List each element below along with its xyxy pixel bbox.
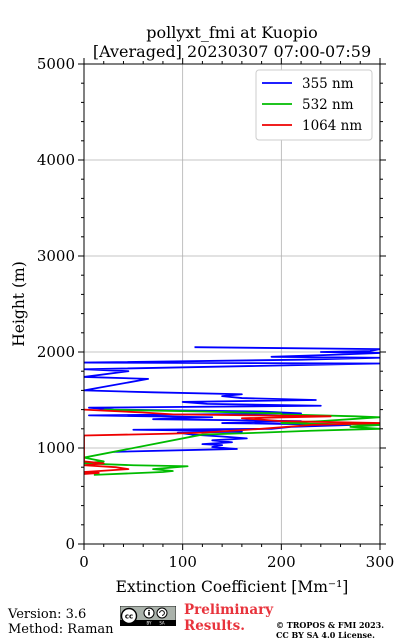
legend-box — [255, 69, 373, 141]
svg-text:cc: cc — [125, 613, 133, 621]
y-tick-label: 4000 — [37, 151, 75, 169]
series-line-355-nm — [84, 346, 380, 453]
x-tick-label: 200 — [267, 553, 296, 571]
legend-label: 355 nm — [302, 76, 354, 92]
x-tick-label: 300 — [366, 553, 395, 571]
y-axis-label: Height (m) — [10, 261, 28, 347]
chart-title-line2: [Averaged] 20230307 07:00-07:59 — [92, 42, 372, 61]
license-line2: CC BY SA 4.0 License. — [276, 630, 375, 640]
x-tick-label: 0 — [79, 553, 89, 571]
y-tick-label: 3000 — [37, 247, 75, 265]
y-tick-label: 0 — [65, 535, 75, 553]
legend: 355 nm 532 nm 1064 nm — [255, 69, 373, 141]
y-tick-label: 1000 — [37, 439, 75, 457]
version-text: Version: 3.6 — [8, 607, 87, 622]
preliminary-notice: Preliminary Results. — [184, 602, 273, 634]
svg-text:SA: SA — [159, 621, 165, 626]
chart-title-line1: pollyxt_fmi at Kuopio — [146, 23, 318, 42]
license-line1: © TROPOS & FMI 2023. — [276, 620, 385, 630]
method-text: Method: Raman — [8, 622, 114, 637]
series-line-1064-nm — [84, 408, 380, 475]
x-axis-label: Extinction Coefficient [Mm⁻¹] — [116, 578, 349, 596]
preliminary-line1: Preliminary — [184, 602, 274, 618]
legend-label: 1064 nm — [302, 118, 362, 134]
cc-by-sa-icon: cc BY SA — [120, 606, 176, 626]
series-layer — [84, 346, 380, 476]
x-tick-label: 100 — [168, 553, 197, 571]
svg-text:BY: BY — [147, 621, 153, 626]
series-line-532-nm — [84, 408, 380, 476]
y-tick-label: 2000 — [37, 343, 75, 361]
y-tick-label: 5000 — [37, 55, 75, 73]
legend-label: 532 nm — [302, 97, 354, 113]
plot-frame — [83, 63, 381, 545]
license-notice: © TROPOS & FMI 2023. CC BY SA 4.0 Licens… — [276, 620, 384, 640]
preliminary-line2: Results. — [184, 618, 245, 634]
